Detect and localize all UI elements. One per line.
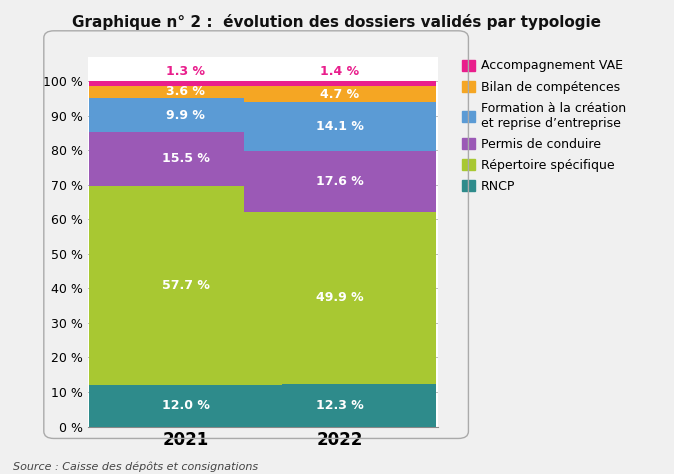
Text: 3.6 %: 3.6 % — [166, 85, 205, 98]
Bar — [90, 86, 282, 98]
Bar — [243, 102, 436, 151]
Bar — [243, 151, 436, 212]
Bar — [90, 132, 282, 186]
Legend: Accompagnement VAE, Bilan de compétences, Formation à la création
et reprise d’e: Accompagnement VAE, Bilan de compétences… — [458, 56, 630, 197]
Text: 49.9 %: 49.9 % — [316, 292, 364, 304]
Bar — [90, 98, 282, 132]
Text: 17.6 %: 17.6 % — [316, 175, 364, 188]
Bar — [243, 384, 436, 427]
Text: 1.4 %: 1.4 % — [320, 65, 359, 78]
Bar — [90, 81, 282, 86]
Text: 57.7 %: 57.7 % — [162, 279, 210, 292]
Text: 14.1 %: 14.1 % — [316, 120, 364, 133]
Bar — [90, 385, 282, 427]
Bar — [90, 186, 282, 385]
Text: 12.3 %: 12.3 % — [316, 399, 364, 412]
Text: 4.7 %: 4.7 % — [320, 88, 359, 100]
Text: Graphique n° 2 :  évolution des dossiers validés par typologie: Graphique n° 2 : évolution des dossiers … — [73, 14, 601, 30]
Text: 12.0 %: 12.0 % — [162, 400, 210, 412]
Bar — [243, 212, 436, 384]
Text: 9.9 %: 9.9 % — [166, 109, 205, 122]
Text: 15.5 %: 15.5 % — [162, 153, 210, 165]
Bar — [243, 86, 436, 102]
Text: Source : Caisse des dépôts et consignations: Source : Caisse des dépôts et consignati… — [13, 461, 259, 472]
Bar — [243, 81, 436, 86]
Text: 1.3 %: 1.3 % — [166, 65, 206, 78]
